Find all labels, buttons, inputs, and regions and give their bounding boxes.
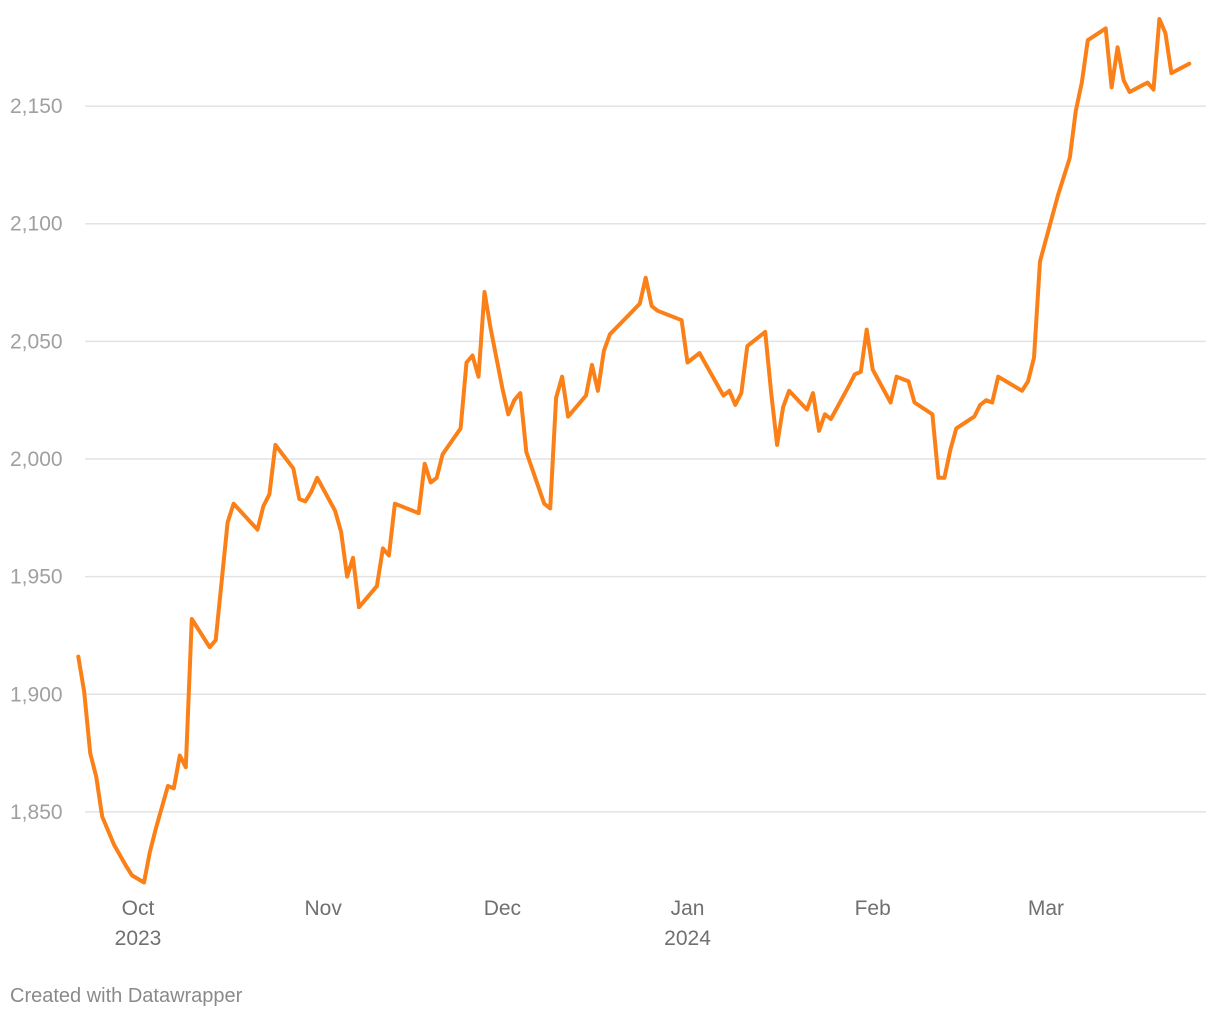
y-tick-label: 1,850 [10, 801, 63, 824]
gridlines [85, 105, 1206, 813]
y-tick-label: 2,000 [10, 448, 63, 471]
datawrapper-credit: Created with Datawrapper [10, 985, 243, 1007]
x-tick-year-label: 2023 [115, 927, 162, 950]
x-tick-label: Mar [1028, 897, 1064, 920]
y-tick-label: 2,150 [10, 95, 63, 118]
x-tick-label: Feb [855, 897, 891, 920]
x-tick-label: Jan [671, 897, 705, 920]
y-tick-label: 1,950 [10, 566, 63, 589]
x-axis-labels: Oct 2023 Nov Dec Jan 2024 Feb Mar [115, 897, 1064, 950]
y-tick-label: 2,100 [10, 213, 63, 236]
y-tick-label: 2,050 [10, 330, 63, 353]
x-tick-label: Nov [304, 897, 342, 920]
x-tick-label: Oct [122, 897, 155, 920]
x-tick-label: Dec [484, 897, 521, 920]
series-line-0 [76, 17, 1192, 885]
y-axis-labels: 1,850 1,900 1,950 2,000 2,050 2,100 2,150 [10, 95, 63, 824]
y-tick-label: 1,900 [10, 683, 63, 706]
x-tick-year-label: 2024 [664, 927, 711, 950]
series-layer [76, 17, 1192, 885]
